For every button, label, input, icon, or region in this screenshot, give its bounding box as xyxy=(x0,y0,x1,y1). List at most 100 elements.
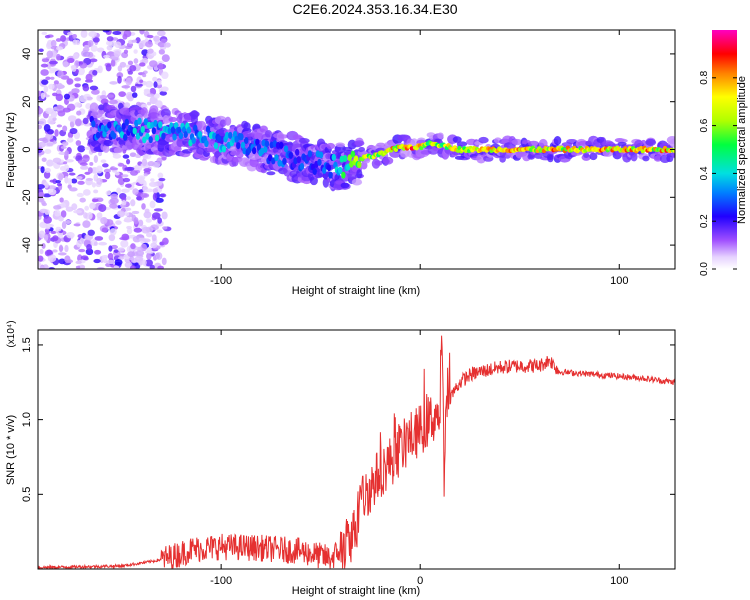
heatmap-noise-cell xyxy=(90,45,98,52)
heatmap-noise-cell xyxy=(125,183,132,188)
heatmap-noise-cell xyxy=(145,218,152,223)
heatmap-ridge-cell xyxy=(178,132,184,140)
heatmap-noise-cell xyxy=(92,198,99,203)
heatmap-ridge-cell xyxy=(318,151,324,159)
heatmap-noise-cell xyxy=(58,258,66,265)
heatmap-noise-cell xyxy=(76,176,83,180)
heatmap-noise-cell xyxy=(156,229,163,234)
heatmap-noise-cell xyxy=(133,217,139,225)
heatmap-noise-cell xyxy=(66,78,74,85)
heatmap-noise-cell xyxy=(91,89,100,95)
heatmap-noise-cell xyxy=(124,216,132,222)
heatmap-noise-cell xyxy=(153,35,161,43)
heatmap-noise-cell xyxy=(130,265,136,269)
heatmap-noise-cell xyxy=(64,220,72,225)
heatmap-ridge-cell xyxy=(216,135,222,143)
heatmap-noise-cell xyxy=(49,60,58,65)
heatmap-noise-cell xyxy=(86,243,93,251)
heatmap-noise-cell xyxy=(117,75,122,84)
heatmap-noise-cell xyxy=(75,140,82,146)
heatmap-noise-cell xyxy=(104,171,111,180)
heatmap-noise-cell xyxy=(82,154,90,163)
heatmap-noise-cell xyxy=(93,189,99,194)
heatmap-noise-cell xyxy=(144,259,153,267)
heatmap-noise-cell xyxy=(69,120,75,128)
heatmap-halo-cell xyxy=(642,155,650,162)
heatmap-noise-cell xyxy=(68,172,76,176)
heatmap-noise-cell xyxy=(157,265,164,269)
heatmap-noise-cell xyxy=(112,153,122,159)
heatmap-halo-cell xyxy=(264,129,273,138)
heatmap-noise-cell xyxy=(109,228,117,236)
heatmap-ridge-cell xyxy=(307,150,313,158)
colorbar-label: Normalized spectral amplitude xyxy=(736,76,748,224)
heatmap-noise-cell xyxy=(105,63,112,72)
heatmap-noise-cell xyxy=(158,49,165,55)
heatmap-halo-cell xyxy=(630,151,638,162)
heatmap-noise-cell xyxy=(139,79,144,83)
heatmap-ridge-cell xyxy=(294,148,300,156)
heatmap-noise-cell xyxy=(100,216,108,225)
heatmap-noise-cell xyxy=(101,255,109,259)
heatmap-noise-cell xyxy=(64,150,69,157)
heatmap-noise-cell xyxy=(73,223,81,227)
heatmap-noise-cell xyxy=(63,93,71,100)
heatmap-noise-cell xyxy=(147,160,155,167)
heatmap-noise-cell xyxy=(158,177,166,182)
heatmap-noise-cell xyxy=(118,256,125,260)
heatmap-noise-cell xyxy=(135,250,145,256)
heatmap-noise-cell xyxy=(82,220,91,228)
heatmap-noise-cell xyxy=(64,175,69,184)
heatmap-noise-cell xyxy=(160,86,169,92)
heatmap-noise-cell xyxy=(161,211,168,220)
heatmap-noise-cell xyxy=(139,30,145,35)
heatmap-halo-cell xyxy=(671,151,675,159)
heatmap-noise-cell xyxy=(136,195,142,201)
heatmap-noise-cell xyxy=(143,211,152,219)
heatmap-noise-cell xyxy=(126,227,133,235)
heatmap-ridge-cell xyxy=(228,131,233,139)
heatmap-ridge-cell xyxy=(317,158,322,166)
colorbar-tick-label: 0.0 xyxy=(699,262,710,276)
heatmap-noise-cell xyxy=(75,260,82,265)
heatmap-noise-cell xyxy=(77,145,86,153)
heatmap-halo-cell xyxy=(266,171,276,176)
heatmap-ridge-cell xyxy=(231,136,236,144)
heatmap-noise-cell xyxy=(161,156,167,161)
heatmap-noise-cell xyxy=(121,188,130,193)
heatmap-noise-cell xyxy=(155,100,163,109)
heatmap-noise-cell xyxy=(78,61,84,65)
heatmap-noise-cell xyxy=(141,57,149,64)
heatmap-noise-cell xyxy=(57,70,64,79)
heatmap-ridge-cell xyxy=(151,127,157,135)
heatmap-noise-cell xyxy=(141,203,146,210)
spectrogram-x-tick-label: 100 xyxy=(610,275,628,287)
heatmap-noise-cell xyxy=(127,60,134,66)
heatmap-noise-cell xyxy=(117,162,125,167)
heatmap-noise-cell xyxy=(38,141,46,148)
heatmap-noise-cell xyxy=(108,234,116,242)
heatmap-noise-cell xyxy=(46,249,53,256)
heatmap-noise-cell xyxy=(52,178,57,185)
heatmap-noise-cell xyxy=(108,245,113,252)
heatmap-noise-cell xyxy=(139,62,146,67)
heatmap-noise-cell xyxy=(113,50,121,58)
heatmap-ridge-cell xyxy=(357,161,362,169)
heatmap-noise-cell xyxy=(39,197,45,203)
heatmap-ridge-cell xyxy=(271,157,276,165)
heatmap-noise-cell xyxy=(145,80,154,88)
heatmap-noise-cell xyxy=(143,88,151,93)
heatmap-noise-cell xyxy=(56,124,63,128)
heatmap-noise-cell xyxy=(132,235,142,243)
heatmap-noise-cell xyxy=(96,165,103,174)
heatmap-ridge-cell xyxy=(91,120,96,128)
colorbar-ticks: 0.0 0.2 0.4 0.6 0.8 xyxy=(699,70,737,276)
heatmap-noise-cell xyxy=(161,257,167,266)
heatmap-noise-cell xyxy=(93,241,98,246)
heatmap-noise-cell xyxy=(116,210,126,218)
heatmap-noise-cell xyxy=(132,188,139,196)
heatmap-noise-cell xyxy=(156,30,166,37)
heatmap-halo-cell xyxy=(190,110,199,120)
heatmap-halo-cell xyxy=(277,134,289,139)
heatmap-noise-cell xyxy=(43,182,49,189)
